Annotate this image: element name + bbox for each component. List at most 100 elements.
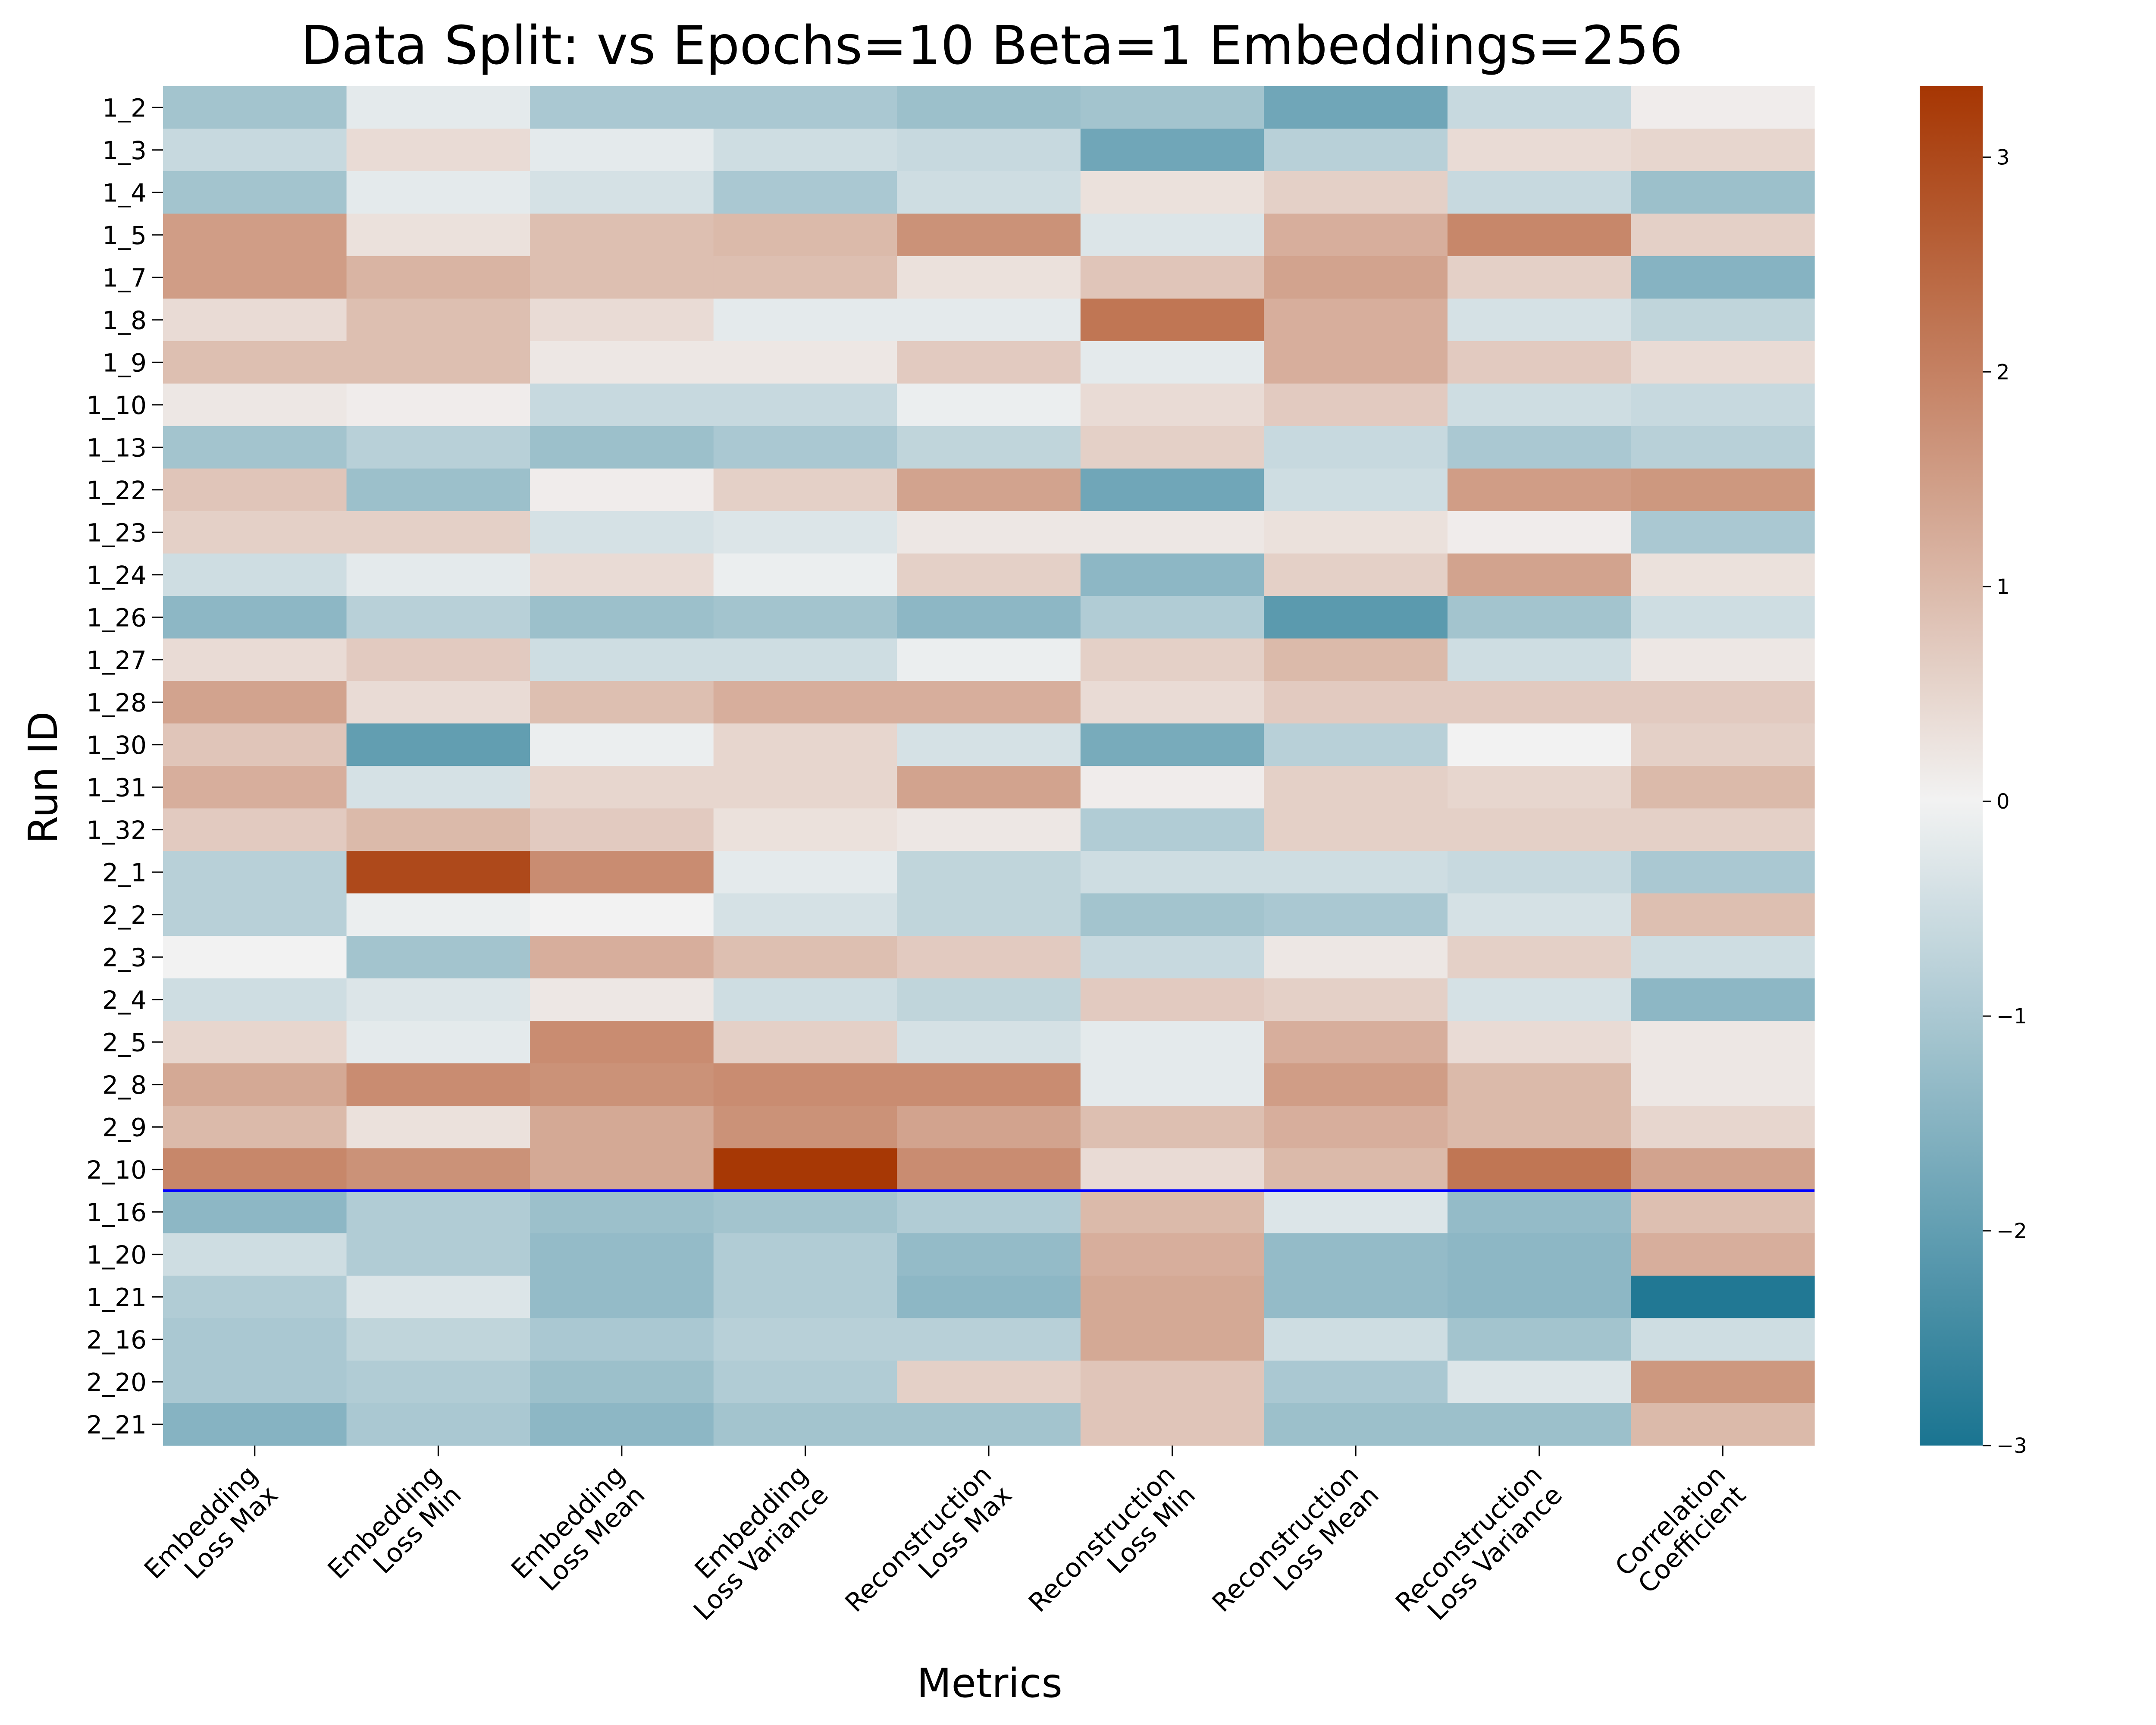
heatmap-cell [1631, 723, 1815, 766]
heatmap-cell [713, 129, 897, 172]
heatmap-cell [713, 1106, 897, 1149]
row-labels: 1_2 1_3 1_4 1_5 1_7 1_8 1_9 1_10 1_13 1_22 1_23 1_2… [86, 93, 163, 1440]
heatmap-cell [163, 893, 347, 936]
heatmap-cell [530, 766, 714, 809]
heatmap-cell [163, 426, 347, 469]
y-tick-label: 1_16 [86, 1198, 147, 1227]
heatmap-cell [1631, 808, 1815, 851]
heatmap-cell [897, 298, 1081, 342]
y-tick-label: 1_21 [86, 1283, 147, 1312]
heatmap-cell [1631, 171, 1815, 214]
heatmap-cell [1080, 681, 1264, 724]
heatmap-cell [1264, 1403, 1448, 1446]
heatmap-cell [1631, 851, 1815, 894]
heatmap-cell [1631, 1148, 1815, 1191]
heatmap-cell [163, 1191, 347, 1234]
y-tick-label: 2_10 [86, 1155, 147, 1185]
heatmap-cell [1631, 256, 1815, 299]
heatmap-cell [1447, 766, 1632, 809]
heatmap-cell [163, 341, 347, 384]
heatmap-cell [163, 1233, 347, 1276]
heatmap-cell [530, 511, 714, 554]
heatmap-cell [1447, 808, 1632, 851]
heatmap-cell [1080, 893, 1264, 936]
heatmap-cell [163, 256, 347, 299]
heatmap-cell [530, 171, 714, 214]
heatmap-cell [1631, 426, 1815, 469]
heatmap-cell [163, 638, 347, 681]
heatmap-cell [713, 1063, 897, 1106]
heatmap-cell [1264, 596, 1448, 639]
heatmap-cell [713, 256, 897, 299]
heatmap-cell [897, 1318, 1081, 1361]
heatmap-cell [1447, 978, 1632, 1021]
heatmap-cell [163, 808, 347, 851]
heatmap-cell [1447, 1063, 1632, 1106]
heatmap-cell [1631, 213, 1815, 257]
y-tick-label: 1_10 [86, 391, 147, 420]
heatmap-cell [713, 851, 897, 894]
heatmap-cell [1080, 851, 1264, 894]
heatmap-cell [1264, 171, 1448, 214]
heatmap-cell [346, 1233, 530, 1276]
heatmap-cell [713, 1403, 897, 1446]
heatmap-cell [1264, 426, 1448, 469]
heatmap-cell [1080, 936, 1264, 979]
heatmap-cell [163, 1063, 347, 1106]
heatmap-cell [1447, 1403, 1632, 1446]
heatmap-cell [1264, 936, 1448, 979]
y-tick-label: 2_8 [102, 1070, 147, 1100]
heatmap-cell [1264, 86, 1448, 129]
heatmap-cell [163, 1361, 347, 1404]
heatmap-cell [530, 426, 714, 469]
heatmap-cell [163, 1021, 347, 1064]
heatmap-cell [346, 129, 530, 172]
heatmap-cell [1080, 171, 1264, 214]
heatmap-cell [897, 1276, 1081, 1319]
heatmap-cell [1264, 978, 1448, 1021]
heatmap-cell [346, 468, 530, 511]
heatmap-cell [1080, 383, 1264, 427]
heatmap-cell [713, 893, 897, 936]
heatmap-cell [1447, 256, 1632, 299]
colorbar-tick-label: 2 [1996, 360, 2010, 384]
heatmap-cell [713, 341, 897, 384]
x-axis-label: Metrics [917, 1660, 1062, 1706]
heatmap-cell [1447, 383, 1632, 427]
heatmap-cell [897, 213, 1081, 257]
heatmap-cell [1080, 1233, 1264, 1276]
y-tick-label: 2_9 [102, 1113, 147, 1142]
heatmap-cell [346, 1191, 530, 1234]
heatmap-cell [1080, 511, 1264, 554]
heatmap-cell [1264, 1233, 1448, 1276]
heatmap-cell [346, 978, 530, 1021]
heatmap-cell [346, 893, 530, 936]
heatmap-cell [346, 766, 530, 809]
heatmap-cell [163, 383, 347, 427]
heatmap-cell [1631, 298, 1815, 342]
heatmap-cell [1447, 171, 1632, 214]
heatmap-cell [1080, 978, 1264, 1021]
heatmap-cell [1447, 298, 1632, 342]
heatmap-cell [163, 298, 347, 342]
heatmap-cell [1631, 468, 1815, 511]
heatmap-cell [1264, 1106, 1448, 1149]
heatmap-cell [713, 978, 897, 1021]
heatmap-cell [1080, 256, 1264, 299]
heatmap-cell [713, 596, 897, 639]
heatmap-cell [530, 596, 714, 639]
heatmap-cell [897, 256, 1081, 299]
heatmap-cell [897, 1233, 1081, 1276]
y-tick-label: 2_4 [102, 985, 147, 1015]
heatmap-cell [163, 553, 347, 596]
heatmap-cell [897, 1361, 1081, 1404]
y-tick-label: 2_2 [102, 900, 147, 930]
heatmap-cell [1264, 851, 1448, 894]
heatmap-cell [1264, 298, 1448, 342]
heatmap-cell [1264, 893, 1448, 936]
heatmap-cell [1264, 808, 1448, 851]
heatmap-cell [530, 978, 714, 1021]
heatmap-cell [346, 383, 530, 427]
heatmap-cell [1080, 1106, 1264, 1149]
heatmap-cell [346, 1021, 530, 1064]
